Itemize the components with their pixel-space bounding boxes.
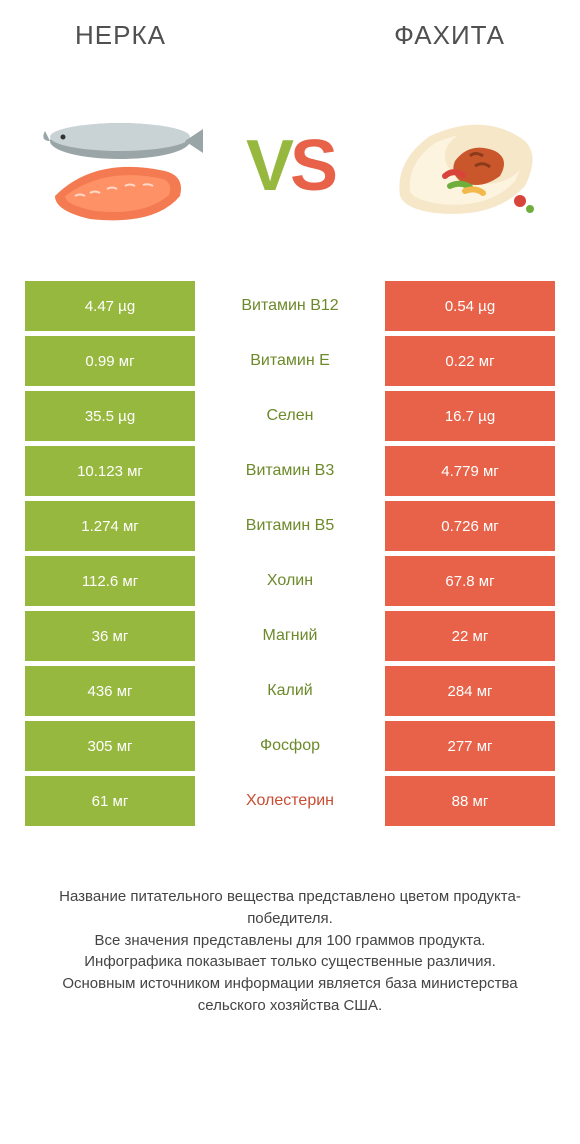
cell-nutrient-name: Фосфор — [195, 721, 385, 771]
cell-right-value: 88 мг — [385, 776, 555, 826]
cell-right-value: 284 мг — [385, 666, 555, 716]
vs-s: S — [290, 126, 334, 206]
cell-right-value: 67.8 мг — [385, 556, 555, 606]
title-right: ФАХИТА — [394, 20, 505, 51]
cell-left-value: 36 мг — [25, 611, 195, 661]
cell-right-value: 277 мг — [385, 721, 555, 771]
footer-line: Название питательного вещества представл… — [33, 886, 547, 930]
table-row: 35.5 µgСелен16.7 µg — [25, 391, 555, 441]
food-image-left — [35, 101, 205, 231]
title-left: НЕРКА — [75, 20, 166, 51]
hero-row: VS — [25, 71, 555, 281]
table-row: 305 мгФосфор277 мг — [25, 721, 555, 771]
cell-left-value: 10.123 мг — [25, 446, 195, 496]
cell-left-value: 0.99 мг — [25, 336, 195, 386]
footer-line: Все значения представлены для 100 граммо… — [33, 930, 547, 952]
cell-right-value: 4.779 мг — [385, 446, 555, 496]
cell-right-value: 16.7 µg — [385, 391, 555, 441]
cell-right-value: 0.726 мг — [385, 501, 555, 551]
cell-nutrient-name: Селен — [195, 391, 385, 441]
cell-nutrient-name: Витамин E — [195, 336, 385, 386]
table-row: 1.274 мгВитамин B50.726 мг — [25, 501, 555, 551]
cell-nutrient-name: Холин — [195, 556, 385, 606]
footer-notes: Название питательного вещества представл… — [25, 886, 555, 1017]
cell-left-value: 305 мг — [25, 721, 195, 771]
table-row: 61 мгХолестерин88 мг — [25, 776, 555, 826]
cell-left-value: 112.6 мг — [25, 556, 195, 606]
cell-nutrient-name: Витамин B5 — [195, 501, 385, 551]
cell-left-value: 61 мг — [25, 776, 195, 826]
cell-left-value: 1.274 мг — [25, 501, 195, 551]
cell-nutrient-name: Магний — [195, 611, 385, 661]
food-image-right — [375, 101, 545, 231]
cell-nutrient-name: Витамин B3 — [195, 446, 385, 496]
table-row: 112.6 мгХолин67.8 мг — [25, 556, 555, 606]
table-row: 4.47 µgВитамин B120.54 µg — [25, 281, 555, 331]
cell-right-value: 0.54 µg — [385, 281, 555, 331]
comparison-table: 4.47 µgВитамин B120.54 µg0.99 мгВитамин … — [25, 281, 555, 826]
cell-left-value: 4.47 µg — [25, 281, 195, 331]
cell-right-value: 0.22 мг — [385, 336, 555, 386]
cell-nutrient-name: Витамин B12 — [195, 281, 385, 331]
cell-left-value: 35.5 µg — [25, 391, 195, 441]
cell-nutrient-name: Калий — [195, 666, 385, 716]
cell-right-value: 22 мг — [385, 611, 555, 661]
table-row: 0.99 мгВитамин E0.22 мг — [25, 336, 555, 386]
footer-line: Инфографика показывает только существенн… — [33, 951, 547, 973]
footer-line: Основным источником информации является … — [33, 973, 547, 1017]
vs-v: V — [246, 126, 290, 206]
table-row: 36 мгМагний22 мг — [25, 611, 555, 661]
cell-left-value: 436 мг — [25, 666, 195, 716]
cell-nutrient-name: Холестерин — [195, 776, 385, 826]
vs-label: VS — [246, 125, 334, 207]
table-row: 10.123 мгВитамин B34.779 мг — [25, 446, 555, 496]
header: НЕРКА ФАХИТА — [25, 20, 555, 71]
table-row: 436 мгКалий284 мг — [25, 666, 555, 716]
